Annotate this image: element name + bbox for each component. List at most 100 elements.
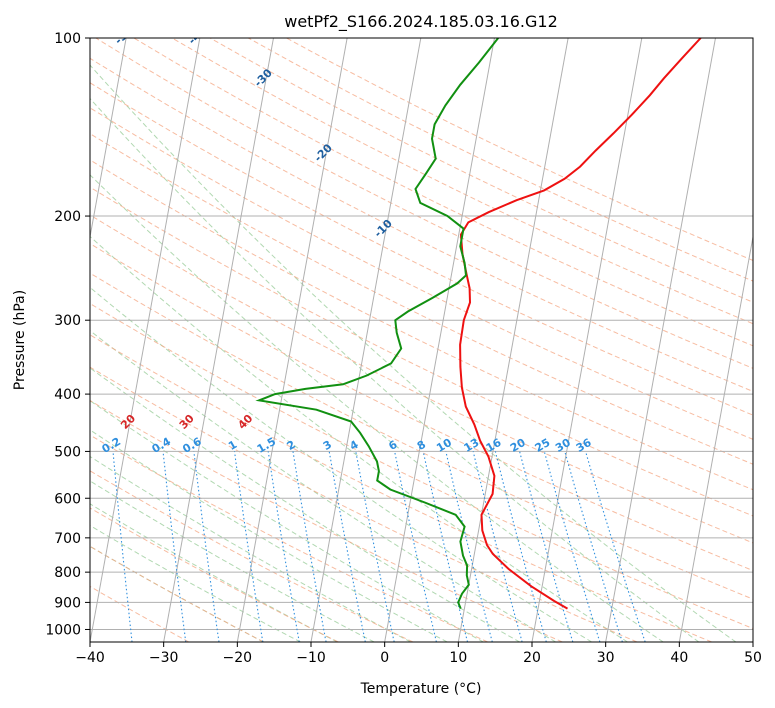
isotherm-line bbox=[310, 38, 422, 642]
dry-adiabat bbox=[90, 366, 638, 642]
x-tick-label: 30 bbox=[597, 650, 615, 666]
mixing-ratio-line bbox=[543, 451, 601, 642]
dry-adiabat bbox=[90, 133, 753, 465]
x-tick-label: 10 bbox=[449, 650, 467, 666]
dry-adiabat-label: 0 bbox=[4, 414, 19, 429]
dry-adiabat bbox=[90, 334, 712, 642]
mixing-ratio-line bbox=[445, 451, 493, 642]
dry-adiabat bbox=[90, 82, 753, 416]
mixing-ratio-line bbox=[519, 451, 574, 642]
x-tick-label: 20 bbox=[523, 650, 541, 666]
y-tick-label: 300 bbox=[54, 313, 81, 329]
y-tick-label: 1000 bbox=[45, 622, 81, 638]
dry-adiabat bbox=[90, 186, 753, 517]
x-tick-label: −10 bbox=[296, 650, 326, 666]
dry-adiabat bbox=[90, 399, 563, 642]
x-tick-label: 40 bbox=[670, 650, 688, 666]
dry-adiabat bbox=[90, 545, 264, 642]
isotherm-line bbox=[457, 38, 569, 642]
mixing-ratio-line bbox=[422, 451, 469, 642]
y-tick-label: 400 bbox=[54, 387, 81, 403]
dewpoint-line bbox=[255, 38, 499, 609]
moist-adiabat bbox=[90, 524, 301, 642]
moist-adiabat bbox=[90, 235, 628, 642]
dry-adiabat bbox=[90, 272, 753, 600]
mixing-ratio-label: 36 bbox=[574, 436, 594, 455]
temperature-line bbox=[459, 38, 702, 610]
mixing-ratio-line bbox=[564, 451, 623, 642]
isotherm-line bbox=[90, 38, 201, 642]
dry-adiabat-label: 30 bbox=[177, 412, 197, 432]
moist-adiabat bbox=[90, 97, 700, 642]
dry-adiabat bbox=[90, 57, 753, 392]
isotherm-line bbox=[531, 38, 643, 642]
mixing-ratio-label: 20 bbox=[508, 436, 528, 455]
dry-adiabat bbox=[90, 302, 753, 630]
mixing-ratio-line bbox=[585, 451, 646, 642]
isotherm-line bbox=[605, 38, 716, 642]
mixing-ratio-line bbox=[394, 451, 437, 642]
mixing-ratio-line bbox=[494, 451, 547, 642]
dry-adiabat bbox=[286, 38, 753, 262]
dry-adiabat bbox=[90, 107, 753, 440]
y-tick-label: 900 bbox=[54, 595, 81, 611]
isotherm-line bbox=[384, 38, 495, 642]
moist-adiabat bbox=[90, 503, 338, 642]
isotherm-label: -20 bbox=[312, 141, 335, 164]
isotherm-line bbox=[90, 38, 127, 240]
mixing-ratio-line bbox=[267, 451, 300, 642]
x-tick-label: −40 bbox=[75, 650, 105, 666]
isotherm-label: -10 bbox=[372, 217, 395, 240]
isotherm-line bbox=[163, 38, 274, 642]
mixing-ratio-label: 30 bbox=[553, 436, 573, 455]
dry-adiabat bbox=[90, 214, 753, 544]
dry-adiabat bbox=[90, 470, 414, 642]
dry-adiabat bbox=[90, 585, 190, 642]
mixing-ratio-label: 2 bbox=[285, 438, 298, 453]
isotherm-label: -30 bbox=[252, 66, 275, 89]
mixing-ratio-label: 8 bbox=[415, 438, 428, 453]
chart-title: wetPf2_S166.2024.185.03.16.G12 bbox=[284, 12, 558, 32]
moist-adiabat bbox=[90, 174, 664, 642]
moist-adiabat bbox=[90, 545, 264, 642]
x-tick-label: −30 bbox=[149, 650, 179, 666]
y-tick-label: 500 bbox=[54, 444, 81, 460]
y-tick-label: 600 bbox=[54, 491, 81, 507]
moist-adiabat bbox=[90, 400, 484, 642]
dry-adiabat bbox=[133, 38, 753, 347]
dry-adiabat-label: 20 bbox=[118, 412, 138, 432]
mixing-ratio-line bbox=[233, 451, 264, 642]
moist-adiabat bbox=[90, 480, 375, 642]
mixing-ratio-label: 10 bbox=[434, 436, 454, 455]
y-tick-label: 100 bbox=[54, 31, 81, 47]
mixing-ratio-line bbox=[112, 451, 133, 642]
mixing-ratio-label: 3 bbox=[321, 438, 334, 453]
mixing-ratio-label: 25 bbox=[533, 436, 553, 455]
isotherm-line bbox=[752, 639, 753, 642]
mixing-ratio-line bbox=[472, 451, 523, 642]
mixing-ratio-label: 6 bbox=[386, 438, 399, 453]
dry-adiabat bbox=[209, 38, 753, 303]
mixing-ratio-line bbox=[193, 451, 220, 642]
dry-adiabat bbox=[90, 434, 488, 642]
dry-adiabat-label: 10 bbox=[60, 412, 80, 432]
dry-adiabat bbox=[90, 243, 753, 572]
profile-series bbox=[255, 38, 702, 610]
y-tick-label: 700 bbox=[54, 531, 81, 547]
moist-adiabat bbox=[90, 455, 411, 642]
x-tick-label: 50 bbox=[744, 650, 762, 666]
y-tick-label: 200 bbox=[54, 209, 81, 225]
mixing-ratio-line bbox=[328, 451, 366, 642]
dry-adiabat bbox=[171, 38, 753, 325]
y-axis-label: Pressure (hPa) bbox=[12, 290, 28, 390]
mixing-ratio-line bbox=[162, 451, 187, 642]
dry-adiabat bbox=[90, 507, 339, 642]
moist-adiabat bbox=[90, 429, 448, 642]
isotherm-label: -50 bbox=[112, 24, 135, 47]
dry-adiabat bbox=[95, 38, 753, 369]
moist-adiabat bbox=[90, 367, 520, 642]
background-lines bbox=[90, 38, 753, 642]
x-axis-label: Temperature (°C) bbox=[360, 681, 482, 697]
isotherm-line bbox=[678, 234, 753, 642]
